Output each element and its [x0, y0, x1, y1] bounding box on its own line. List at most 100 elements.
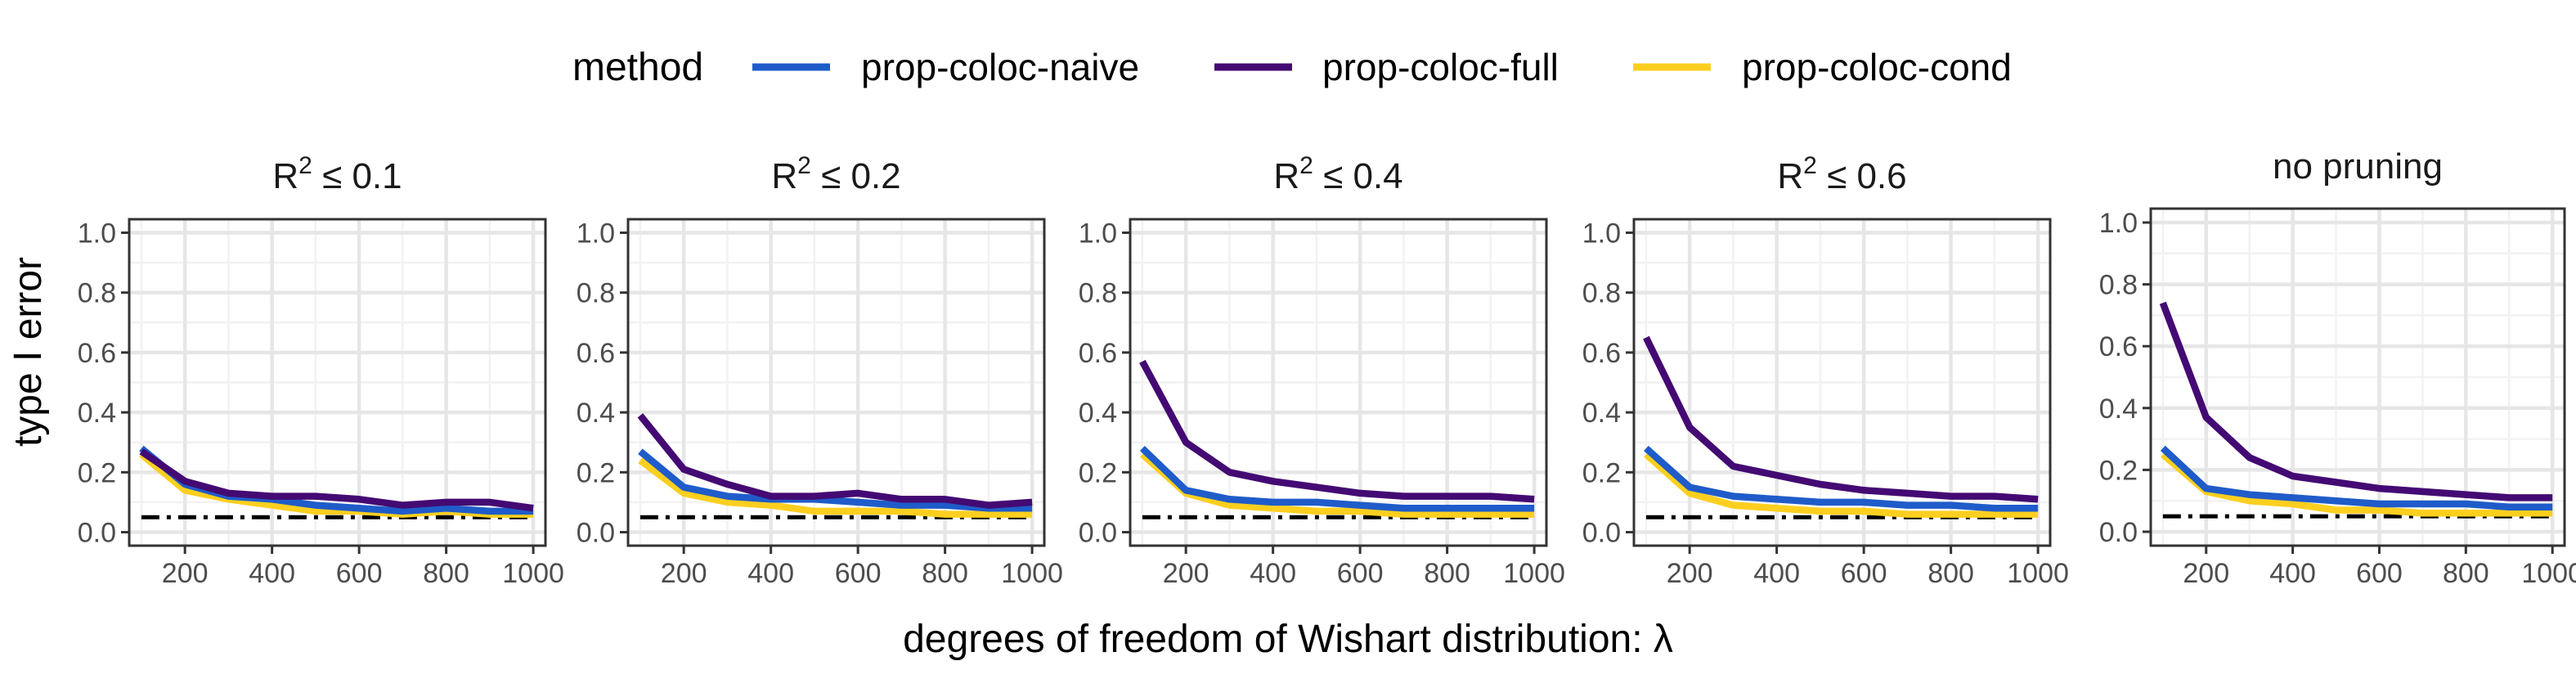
- y-tick-label: 1.0: [1079, 218, 1117, 249]
- y-tick-label: 0.8: [78, 278, 116, 309]
- series-line-full: [1139, 359, 1535, 503]
- panel-title: no pruning: [2273, 146, 2443, 187]
- series-line-cond: [1140, 452, 1535, 518]
- y-tick-label: 1.0: [2099, 208, 2138, 239]
- series-line-cond: [1644, 452, 2039, 518]
- legend-entry-cond: prop-coloc-cond: [1633, 46, 2012, 88]
- x-tick-label: 200: [1667, 558, 1713, 589]
- legend-entry-full: prop-coloc-full: [1214, 46, 1559, 88]
- x-tick-label: 800: [1424, 558, 1470, 589]
- panel-title: R2 ≤ 0.6: [1777, 152, 1906, 196]
- panel-frame: [2149, 207, 2566, 547]
- y-tick-label: 0.6: [1079, 338, 1117, 369]
- x-axis-title-text: degrees of freedom of Wishart distributi…: [903, 618, 1654, 661]
- y-tick-label: 0.6: [577, 338, 615, 369]
- panel-frame: [1632, 218, 2052, 547]
- panel-title-suffix: ≤ 0.2: [811, 156, 901, 196]
- panel-title-superscript: 2: [797, 152, 811, 179]
- panel-5: 0.0 0.2 0.4 0.6 0.8 1.0 200 400 600 800 1000 no pru…: [2099, 146, 2576, 589]
- x-tick-label: 600: [336, 558, 383, 589]
- legend-entry-naive: prop-coloc-naive: [752, 46, 1139, 88]
- legend-label-cond: prop-coloc-cond: [1742, 46, 2012, 88]
- panel-title-suffix: no pruning: [2273, 146, 2443, 187]
- series-line-full: [139, 448, 534, 512]
- x-tick-label: 200: [2183, 558, 2229, 589]
- x-tick-label: 600: [1337, 558, 1384, 589]
- y-tick-label: 0.8: [1079, 278, 1117, 309]
- panel-3: 0.0 0.2 0.4 0.6 0.8 1.0 200 400 600 800 1000 R2 ≤ 0…: [1079, 152, 1565, 589]
- x-tick-label: 400: [2269, 558, 2316, 589]
- panel-frame: [1129, 218, 1548, 547]
- x-tick-label: 400: [747, 558, 794, 589]
- series-line-full: [637, 413, 1033, 509]
- panel-title-prefix: R: [1273, 156, 1299, 196]
- y-tick-label: 0.4: [78, 398, 116, 429]
- legend: method prop-coloc-naive prop-coloc-full …: [572, 46, 2012, 89]
- y-tick-label: 0.0: [2099, 517, 2138, 548]
- series-line-full: [1643, 335, 2039, 503]
- x-tick-label: 1000: [1503, 558, 1565, 589]
- x-tick-label: 800: [922, 558, 968, 589]
- gridlines: [628, 219, 1044, 546]
- panel-frame: [128, 218, 547, 547]
- y-tick-label: 0.2: [2099, 455, 2138, 486]
- x-tick-label: 400: [1250, 558, 1296, 589]
- y-tick-label: 0.8: [1582, 278, 1621, 309]
- x-tick-label: 600: [2356, 558, 2403, 589]
- y-tick-label: 0.4: [577, 398, 615, 429]
- panel-title-prefix: R: [272, 156, 298, 196]
- y-tick-label: 0.8: [577, 278, 615, 309]
- y-tick-label: 0.2: [1582, 457, 1621, 488]
- y-tick-label: 0.0: [577, 518, 615, 549]
- series-line-naive: [2160, 445, 2553, 511]
- y-tick-label: 0.4: [1582, 398, 1621, 429]
- x-axis-title: degrees of freedom of Wishart distributi…: [903, 618, 1673, 661]
- y-tick-label: 0.6: [1582, 338, 1621, 369]
- legend-title: method: [572, 46, 703, 89]
- y-tick-label: 1.0: [1582, 218, 1621, 249]
- y-tick-label: 0.2: [1079, 457, 1117, 488]
- panel-title: R2 ≤ 0.1: [272, 152, 402, 196]
- y-tick-label: 0.6: [78, 338, 116, 369]
- panel-title-superscript: 2: [1803, 152, 1817, 179]
- panel-title-suffix: ≤ 0.4: [1313, 156, 1403, 196]
- series-line-naive: [638, 448, 1033, 512]
- x-tick-label: 600: [1841, 558, 1887, 589]
- panel-4: 0.0 0.2 0.4 0.6 0.8 1.0 200 400 600 800 1000 R2 ≤ 0…: [1582, 152, 2069, 589]
- panel-title-superscript: 2: [1299, 152, 1313, 179]
- y-tick-label: 0.2: [78, 457, 116, 488]
- series-line-cond: [2161, 452, 2553, 517]
- series-line-naive: [1644, 445, 2039, 512]
- x-tick-label: 600: [835, 558, 882, 589]
- x-tick-label: 1000: [2521, 558, 2576, 589]
- legend-label-full: prop-coloc-full: [1322, 46, 1559, 88]
- panel-title-suffix: ≤ 0.1: [312, 156, 402, 196]
- x-tick-label: 800: [1928, 558, 1974, 589]
- series-line-naive: [1139, 445, 1535, 512]
- x-tick-label: 400: [1753, 558, 1800, 589]
- y-tick-label: 1.0: [577, 218, 615, 249]
- panel-title-superscript: 2: [298, 152, 312, 179]
- x-tick-label: 200: [162, 558, 209, 589]
- panel-frame: [626, 218, 1046, 547]
- legend-label-naive: prop-coloc-naive: [861, 46, 1139, 88]
- x-tick-label: 800: [2443, 558, 2489, 589]
- panel-title: R2 ≤ 0.4: [1273, 152, 1402, 196]
- y-tick-label: 0.4: [2099, 393, 2138, 425]
- x-tick-label: 800: [423, 558, 469, 589]
- panel-1: 0.0 0.2 0.4 0.6 0.8 1.0 200 400 600 800 1000 R2 ≤ 0…: [78, 152, 564, 589]
- y-tick-label: 0.0: [1079, 518, 1117, 549]
- lambda-symbol: λ: [1654, 618, 1673, 661]
- y-axis-title: type I error: [7, 257, 50, 447]
- panel-title-suffix: ≤ 0.6: [1817, 156, 1907, 196]
- x-tick-label: 200: [661, 558, 707, 589]
- y-tick-label: 0.2: [577, 457, 615, 488]
- x-tick-label: 1000: [1001, 558, 1063, 589]
- series-line-full: [2159, 301, 2553, 501]
- panel-title: R2 ≤ 0.2: [771, 152, 900, 196]
- panel-2: 0.0 0.2 0.4 0.6 0.8 1.0 200 400 600 800 1000 R2 ≤ 0…: [577, 152, 1063, 589]
- y-tick-label: 0.0: [1582, 518, 1621, 549]
- x-tick-label: 1000: [502, 558, 564, 589]
